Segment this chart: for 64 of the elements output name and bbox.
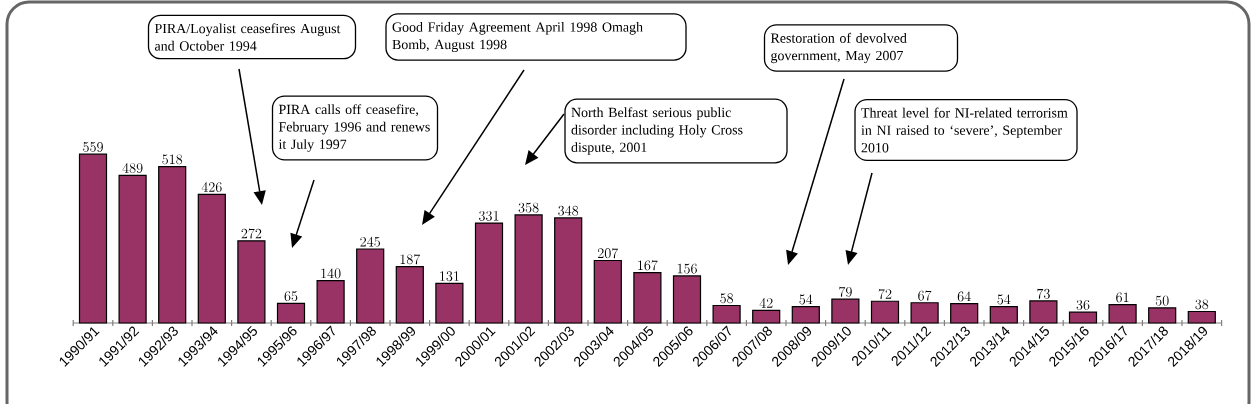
bar xyxy=(672,275,702,324)
bar xyxy=(633,271,662,324)
data-label: 331 xyxy=(479,210,499,221)
bar xyxy=(158,165,187,324)
data-label: 67 xyxy=(918,290,932,301)
data-label: 518 xyxy=(162,154,183,165)
data-label: 348 xyxy=(558,205,579,216)
text: Threat level for NI-related terrorism in NI raised to ‘severe’, September 2010 xyxy=(861,107,1068,153)
data-label: 245 xyxy=(360,236,381,247)
data-label: 79 xyxy=(839,286,852,297)
data-label: 272 xyxy=(241,228,262,239)
text: Good Friday Agreement April 1998 Omagh Bomb, August 1998 xyxy=(392,21,643,53)
data-label: 187 xyxy=(400,254,421,265)
bar xyxy=(752,309,781,324)
bar xyxy=(1029,300,1058,324)
bar xyxy=(554,217,583,324)
bar xyxy=(435,282,464,324)
text: PIRA/Loyalist ceasefires August and October 1994 xyxy=(154,23,341,51)
bar xyxy=(474,222,504,324)
text: PIRA calls off ceasefire, February 1996 and renews it July 1997 xyxy=(278,104,430,152)
data-label: 131 xyxy=(440,271,459,282)
data-label: 42 xyxy=(759,298,773,308)
bar xyxy=(78,153,108,324)
data-label: 58 xyxy=(720,293,734,304)
data-label: 358 xyxy=(518,202,539,213)
data-label: 54 xyxy=(799,294,813,305)
bar xyxy=(276,302,306,324)
bar xyxy=(870,300,900,324)
data-label: 140 xyxy=(321,268,341,279)
bar xyxy=(1148,307,1177,324)
data-label: 50 xyxy=(1155,295,1169,306)
data-label: 36 xyxy=(1076,300,1090,310)
bar xyxy=(950,303,979,324)
bar xyxy=(989,306,1018,324)
bar xyxy=(1108,303,1137,324)
data-label: 38 xyxy=(1195,299,1209,310)
bar xyxy=(910,302,939,324)
bar xyxy=(514,214,543,324)
data-label: 73 xyxy=(1037,288,1050,299)
data-label: 72 xyxy=(878,288,892,299)
bar xyxy=(395,265,424,324)
data-label: 54 xyxy=(997,294,1011,305)
bar xyxy=(831,298,860,324)
data-label: 559 xyxy=(83,142,103,152)
bar xyxy=(712,304,741,324)
bar xyxy=(1068,311,1098,324)
text: Restoration of devolved government, May 2007 xyxy=(770,32,907,64)
bar xyxy=(593,259,622,324)
data-label: 65 xyxy=(284,291,298,302)
bar xyxy=(356,248,385,324)
data-label: 64 xyxy=(957,291,971,302)
data-label: 489 xyxy=(122,163,143,174)
bar xyxy=(197,193,226,324)
data-label: 426 xyxy=(201,182,222,193)
bar xyxy=(118,174,147,324)
bar xyxy=(316,280,345,324)
data-label: 61 xyxy=(1116,292,1129,303)
annotation: North Belfast serious public disorder including Holy Cross dispute, 2001 xyxy=(571,107,743,155)
bar xyxy=(1187,310,1216,324)
data-label: 167 xyxy=(638,260,658,271)
bar xyxy=(791,306,820,324)
data-label: 156 xyxy=(677,263,697,274)
bar xyxy=(237,240,266,324)
data-label: 207 xyxy=(597,248,619,259)
